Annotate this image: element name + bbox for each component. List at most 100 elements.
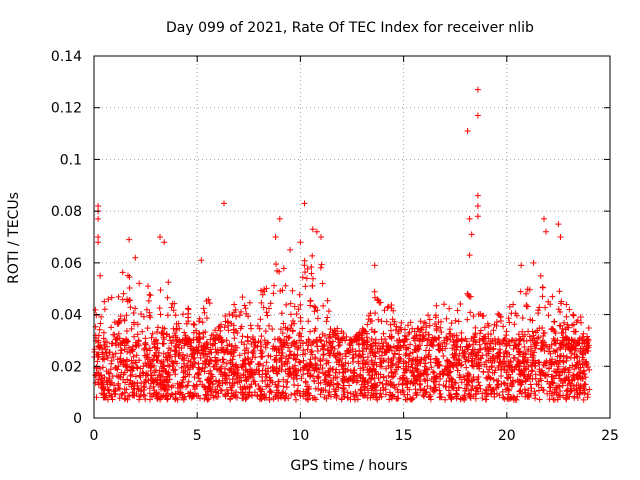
data-point xyxy=(308,264,315,270)
data-point xyxy=(145,283,151,290)
data-point xyxy=(424,383,431,390)
data-point xyxy=(521,386,528,393)
data-point xyxy=(255,383,262,389)
data-point xyxy=(241,341,248,348)
data-point xyxy=(528,390,534,397)
data-point xyxy=(166,345,172,352)
data-point xyxy=(275,382,282,389)
data-point xyxy=(400,374,407,381)
data-point xyxy=(181,329,188,336)
data-point xyxy=(226,372,232,379)
data-point xyxy=(538,339,545,346)
data-point xyxy=(94,358,101,365)
data-point xyxy=(118,369,125,376)
data-point xyxy=(433,302,440,309)
data-point xyxy=(271,282,277,289)
data-point xyxy=(140,313,147,320)
data-point xyxy=(147,292,154,299)
data-point xyxy=(390,307,397,314)
data-point xyxy=(359,374,366,381)
data-point xyxy=(556,357,563,364)
data-point xyxy=(430,336,437,343)
data-point xyxy=(317,357,324,364)
data-point xyxy=(122,361,129,368)
data-point xyxy=(386,396,393,403)
x-ticks: 0 5 10 15 20 25 xyxy=(90,56,619,444)
data-point xyxy=(364,354,371,361)
data-point xyxy=(504,382,511,389)
data-point xyxy=(511,342,518,349)
data-point xyxy=(446,383,452,390)
data-point xyxy=(447,330,454,337)
data-point xyxy=(96,326,103,333)
data-point xyxy=(260,304,267,311)
data-point xyxy=(100,384,107,391)
data-point xyxy=(395,330,402,337)
data-point xyxy=(317,379,324,386)
data-point xyxy=(516,371,523,377)
data-point xyxy=(109,373,116,380)
data-point xyxy=(402,359,409,366)
y-tick-label: 0.02 xyxy=(51,359,82,375)
data-point xyxy=(252,342,259,349)
data-point xyxy=(405,363,412,370)
data-point xyxy=(380,373,387,380)
data-point xyxy=(115,382,122,389)
data-point xyxy=(234,364,241,371)
data-point xyxy=(351,393,358,400)
data-point xyxy=(157,287,164,294)
data-point xyxy=(236,312,243,319)
data-point xyxy=(190,356,197,362)
data-point xyxy=(123,312,130,319)
data-point xyxy=(276,215,283,222)
data-point xyxy=(285,395,292,402)
data-point xyxy=(357,365,364,372)
data-point xyxy=(473,352,480,359)
data-point xyxy=(542,304,549,311)
data-point xyxy=(455,318,462,325)
data-point xyxy=(475,379,482,386)
data-point xyxy=(288,391,295,398)
data-point xyxy=(487,357,494,364)
data-point xyxy=(311,303,318,310)
data-point xyxy=(551,389,558,396)
data-point xyxy=(527,343,534,350)
data-point xyxy=(549,293,556,300)
data-point xyxy=(378,393,385,400)
data-point xyxy=(397,355,404,362)
data-point xyxy=(309,282,316,289)
data-point xyxy=(155,381,162,388)
data-point xyxy=(317,391,324,398)
data-point xyxy=(331,345,338,352)
data-point xyxy=(256,371,263,378)
data-point xyxy=(261,286,268,293)
data-point xyxy=(446,359,453,366)
data-point xyxy=(102,346,109,353)
data-point xyxy=(132,254,139,261)
data-point xyxy=(161,239,168,246)
data-point xyxy=(363,358,370,365)
data-point xyxy=(257,339,264,346)
data-point xyxy=(575,337,582,344)
data-point xyxy=(576,358,583,365)
data-point xyxy=(524,303,531,310)
data-point xyxy=(462,358,469,365)
data-point xyxy=(395,381,402,388)
data-point xyxy=(99,375,106,382)
data-point xyxy=(254,322,261,329)
data-point xyxy=(302,283,309,290)
data-point xyxy=(505,396,512,403)
data-point xyxy=(398,319,405,326)
data-point xyxy=(339,369,346,376)
data-point xyxy=(172,351,179,358)
data-point xyxy=(165,279,172,286)
data-point xyxy=(543,358,550,365)
data-point xyxy=(334,335,341,342)
data-point xyxy=(200,329,207,336)
data-point xyxy=(282,324,289,331)
data-point xyxy=(528,368,535,375)
data-point xyxy=(124,338,131,345)
data-point xyxy=(291,343,298,350)
data-point xyxy=(483,396,490,403)
data-point xyxy=(303,395,310,402)
